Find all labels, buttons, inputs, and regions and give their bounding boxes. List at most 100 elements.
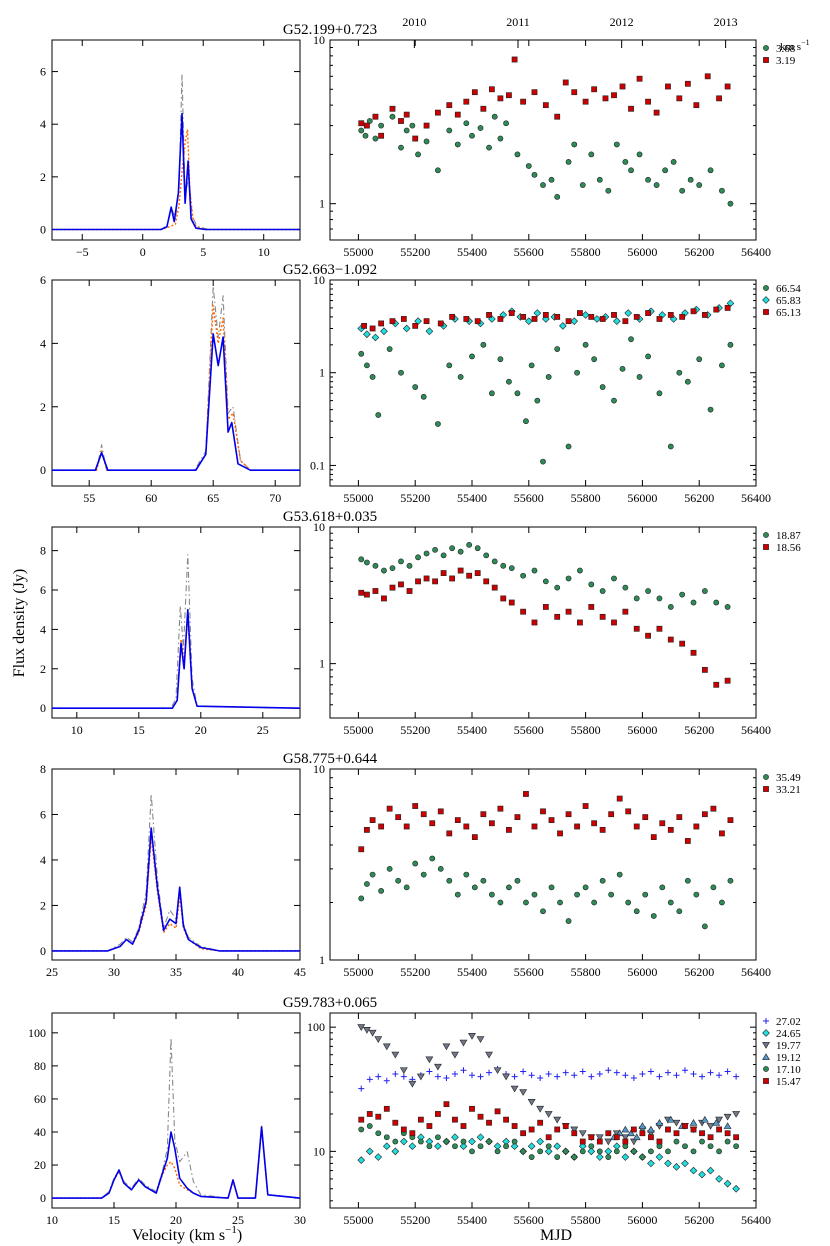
series-65.13 — [361, 305, 731, 332]
x-tick-label: 55000 — [343, 491, 373, 505]
data-point — [673, 1072, 680, 1079]
data-point — [520, 1130, 527, 1137]
x-tick-label: 35 — [170, 965, 182, 979]
legend-label: 17.10 — [776, 1064, 801, 1076]
data-point — [727, 341, 734, 348]
data-point — [682, 1123, 688, 1129]
data-point — [664, 1069, 671, 1076]
data-point — [514, 877, 521, 884]
data-point — [619, 365, 626, 372]
data-point — [374, 1036, 383, 1043]
data-point — [611, 619, 617, 626]
data-point — [557, 899, 563, 906]
data-point — [463, 98, 470, 105]
x-tick-label: 56400 — [741, 491, 771, 505]
y-tick-label: 10 — [313, 273, 325, 287]
data-point — [449, 575, 456, 582]
data-point — [710, 805, 717, 812]
data-point — [392, 1119, 399, 1126]
data-point — [613, 141, 620, 148]
y-tick-label: 2 — [40, 662, 46, 676]
data-point — [399, 1067, 408, 1075]
data-point — [646, 1125, 655, 1133]
x-tick-label: 56400 — [741, 245, 771, 259]
data-point — [732, 1184, 740, 1193]
legend-label: 18.87 — [776, 530, 801, 542]
data-point — [662, 167, 669, 174]
data-point — [588, 604, 595, 610]
data-point — [625, 899, 632, 906]
data-point — [696, 182, 703, 188]
spectrum-frame — [51, 39, 301, 241]
data-point — [684, 877, 691, 884]
data-point — [611, 312, 617, 318]
x-tick-label: 56400 — [741, 1213, 771, 1227]
data-point — [426, 1123, 433, 1129]
data-point — [622, 1072, 629, 1079]
data-point — [656, 1138, 663, 1145]
source-title: G53.618+0.035 — [283, 509, 377, 525]
data-point — [426, 1143, 433, 1150]
data-point — [432, 578, 438, 585]
data-point — [508, 310, 515, 316]
data-point — [602, 95, 609, 102]
data-point — [488, 390, 495, 397]
y-tick-label: 6 — [40, 807, 46, 821]
data-point — [701, 588, 708, 594]
spectrum-frame — [51, 1012, 301, 1209]
y-tick-label: 2 — [40, 898, 46, 912]
data-point — [724, 305, 731, 311]
legend-label: 66.54 — [776, 283, 801, 295]
data-point — [645, 176, 651, 183]
data-point — [724, 1138, 731, 1145]
x-tick-label: 55400 — [457, 491, 487, 505]
data-point — [369, 374, 376, 380]
data-point — [503, 1116, 509, 1123]
data-point — [381, 567, 387, 574]
legend-marker — [763, 285, 769, 291]
data-point — [435, 167, 441, 174]
data-point — [593, 315, 601, 323]
data-point — [468, 1137, 476, 1146]
x-tick-label: 55800 — [571, 1213, 601, 1227]
x-tick-label: 55000 — [343, 723, 373, 737]
y-tick-label: 80 — [34, 1059, 46, 1073]
data-point — [574, 369, 580, 376]
data-point — [386, 805, 393, 812]
data-point — [400, 1073, 407, 1080]
data-point — [727, 877, 734, 884]
data-point — [554, 1126, 561, 1133]
y-tick-label: 2 — [40, 400, 46, 414]
data-point — [389, 584, 396, 591]
data-point — [713, 599, 720, 606]
data-point — [565, 159, 572, 165]
x-tick-label: 10 — [71, 723, 83, 737]
data-point — [578, 1130, 587, 1138]
data-point — [707, 1069, 714, 1076]
x-tick-label: 56200 — [684, 245, 714, 259]
data-point — [520, 572, 527, 579]
data-point — [684, 378, 691, 385]
data-point — [374, 1153, 383, 1161]
data-point — [540, 808, 546, 815]
data-point — [554, 1073, 561, 1080]
x-tick-label: 55400 — [457, 1213, 487, 1227]
data-point — [488, 820, 495, 827]
y-tick-label: 0 — [40, 1191, 46, 1205]
data-point — [415, 554, 421, 561]
y-tick-label: 10 — [313, 33, 325, 47]
data-point — [443, 1101, 450, 1108]
data-point — [409, 1130, 416, 1137]
data-point — [493, 1067, 502, 1075]
x-tick-label: 25 — [46, 965, 58, 979]
data-point — [420, 393, 427, 400]
data-point — [723, 1113, 732, 1121]
source-title: G52.199+0.723 — [283, 22, 377, 38]
data-point — [613, 1148, 620, 1155]
data-point — [557, 830, 563, 837]
data-point — [523, 418, 529, 425]
data-point — [676, 814, 683, 820]
data-point — [682, 1143, 688, 1150]
data-point — [369, 325, 376, 332]
legend-marker — [763, 544, 769, 550]
